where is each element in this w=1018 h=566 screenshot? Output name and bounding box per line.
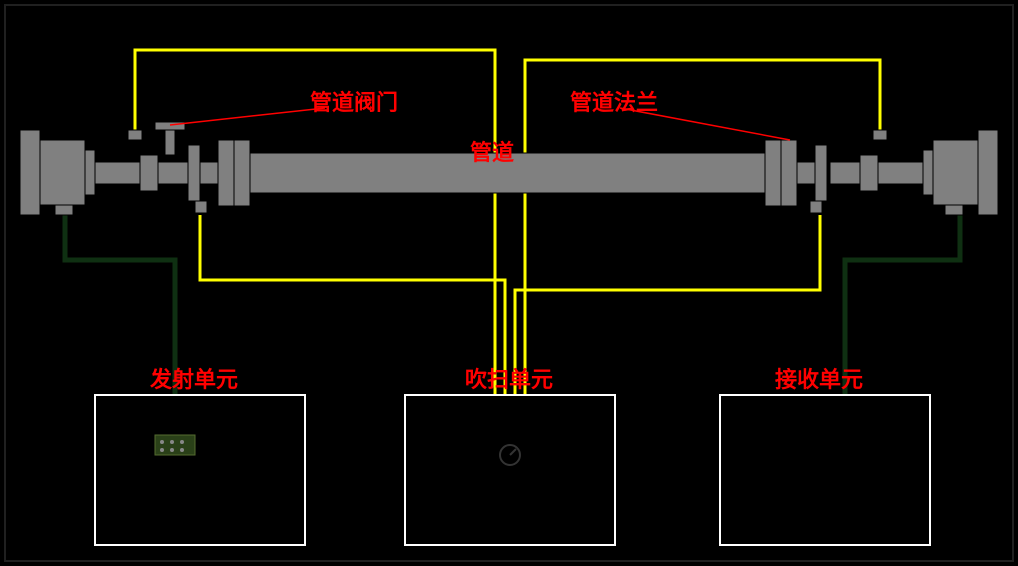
receiver-box	[720, 395, 930, 545]
system-diagram	[0, 0, 1018, 566]
label-purge: 吹扫单元	[465, 362, 553, 394]
purge-box	[405, 395, 615, 545]
yellow-lines	[135, 50, 880, 395]
label-valve: 管道阀门	[310, 85, 398, 117]
label-emitter: 发射单元	[150, 362, 238, 394]
emitter-box	[95, 395, 305, 545]
right-assembly	[765, 130, 998, 215]
label-pipe: 管道	[470, 135, 514, 167]
label-receiver: 接收单元	[775, 362, 863, 394]
label-flange: 管道法兰	[570, 85, 658, 117]
left-assembly	[20, 122, 250, 215]
